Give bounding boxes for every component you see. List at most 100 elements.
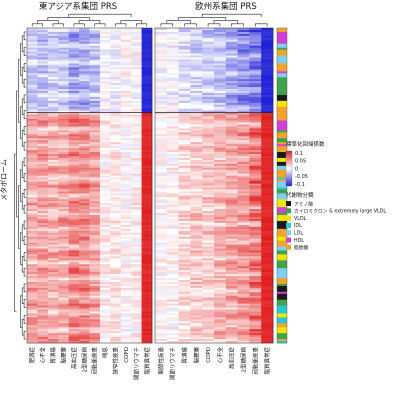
heatmap-cell	[37, 134, 49, 137]
heatmap-cell	[155, 323, 168, 326]
heatmap-cell	[58, 136, 69, 139]
heatmap-cell	[68, 92, 80, 96]
heatmap-cell	[237, 134, 250, 137]
heatmap-cell	[214, 43, 227, 47]
heatmap-cell	[214, 157, 227, 161]
heatmap-cell	[110, 49, 122, 52]
heatmap-cell	[249, 154, 262, 157]
heatmap-cell	[27, 238, 38, 241]
annotation-cell	[277, 287, 287, 291]
heatmap-cell	[202, 100, 215, 104]
heatmap-cell	[237, 224, 250, 228]
heatmap-cell	[58, 295, 69, 299]
heatmap-cell	[58, 29, 69, 33]
heatmap-cell	[214, 53, 227, 56]
heatmap-cell	[120, 63, 132, 66]
heatmap-cell	[110, 102, 122, 106]
heatmap-cell	[79, 91, 90, 94]
heatmap-cell	[89, 339, 101, 342]
heatmap-cell	[225, 61, 238, 64]
heatmap-cell	[249, 136, 262, 139]
heatmap-cell	[47, 181, 59, 184]
heatmap-cell	[190, 215, 203, 218]
heatmap-cell	[120, 311, 132, 314]
heatmap-cell	[202, 65, 215, 68]
heatmap-cell	[37, 29, 49, 33]
heatmap-cell	[225, 215, 238, 218]
heatmap-cell	[79, 262, 90, 265]
heatmap-cell	[68, 337, 80, 340]
heatmap-cell	[68, 301, 80, 304]
heatmap-cell	[47, 319, 59, 322]
heatmap-cell	[237, 104, 250, 108]
heatmap-cell	[47, 69, 59, 72]
heatmap-cell	[79, 163, 90, 167]
heatmap-cell	[99, 309, 111, 312]
heatmap-cell	[225, 49, 238, 52]
heatmap-cell	[141, 132, 153, 135]
heatmap-cell	[110, 224, 122, 228]
heatmap-cell	[202, 222, 215, 226]
heatmap-cell	[37, 285, 49, 289]
heatmap-cell	[249, 100, 262, 104]
heatmap-cell	[79, 79, 90, 82]
color-scale-tick: -0.1	[295, 182, 305, 188]
heatmap-cell	[58, 303, 69, 306]
heatmap-cell	[47, 73, 59, 76]
heatmap-cell	[141, 104, 153, 108]
heatmap-cell	[141, 150, 153, 153]
heatmap-cell	[166, 120, 179, 123]
annotation-cell	[277, 94, 287, 98]
annotation-cell	[277, 228, 287, 232]
heatmap-cell	[155, 337, 168, 340]
heatmap-cell	[202, 35, 215, 39]
heatmap-cell	[27, 272, 38, 275]
heatmap-cell	[37, 321, 49, 324]
heatmap-cell	[202, 331, 215, 334]
heatmap-cell	[68, 106, 80, 110]
heatmap-cell	[58, 33, 69, 37]
heatmap-cell	[27, 118, 38, 121]
heatmap-cell	[178, 299, 191, 302]
heatmap-cell	[214, 67, 227, 70]
heatmap-cell	[190, 116, 203, 119]
heatmap-cell	[225, 238, 238, 241]
heatmap-cell	[120, 134, 132, 137]
heatmap-cell	[68, 179, 80, 182]
heatmap-cell	[99, 128, 111, 131]
heatmap-cell	[89, 118, 101, 121]
heatmap-cell	[27, 177, 38, 180]
heatmap-cell	[178, 138, 191, 141]
heatmap-cell	[237, 329, 250, 332]
heatmap-cell	[99, 35, 111, 39]
heatmap-cell	[237, 295, 250, 299]
heatmap-cell	[249, 47, 262, 50]
heatmap-cell	[68, 110, 80, 113]
heatmap-cell	[237, 73, 250, 76]
heatmap-cell	[202, 230, 215, 234]
heatmap-cell	[249, 87, 262, 90]
heatmap-cell	[155, 154, 168, 157]
heatmap-cell	[68, 248, 80, 251]
heatmap-cell	[141, 37, 153, 41]
heatmap-cell	[68, 163, 80, 167]
heatmap-cell	[237, 220, 250, 224]
heatmap-cell	[166, 39, 179, 43]
heatmap-cell	[89, 91, 101, 94]
heatmap-cell	[237, 163, 250, 167]
heatmap-cell	[190, 335, 203, 338]
heatmap-cell	[131, 73, 142, 76]
heatmap-cell	[131, 167, 142, 171]
heatmap-cell	[79, 159, 90, 163]
heatmap-cell	[261, 63, 274, 66]
heatmap-cell	[47, 120, 59, 123]
heatmap-cell	[131, 152, 142, 155]
heatmap-cell	[47, 215, 59, 218]
heatmap-cell	[27, 136, 38, 139]
heatmap-cell	[190, 303, 203, 306]
heatmap-cell	[249, 75, 262, 78]
heatmap-cell	[178, 61, 191, 64]
heatmap-cell	[37, 323, 49, 326]
heatmap-cell	[120, 28, 132, 31]
heatmap-cell	[178, 339, 191, 342]
